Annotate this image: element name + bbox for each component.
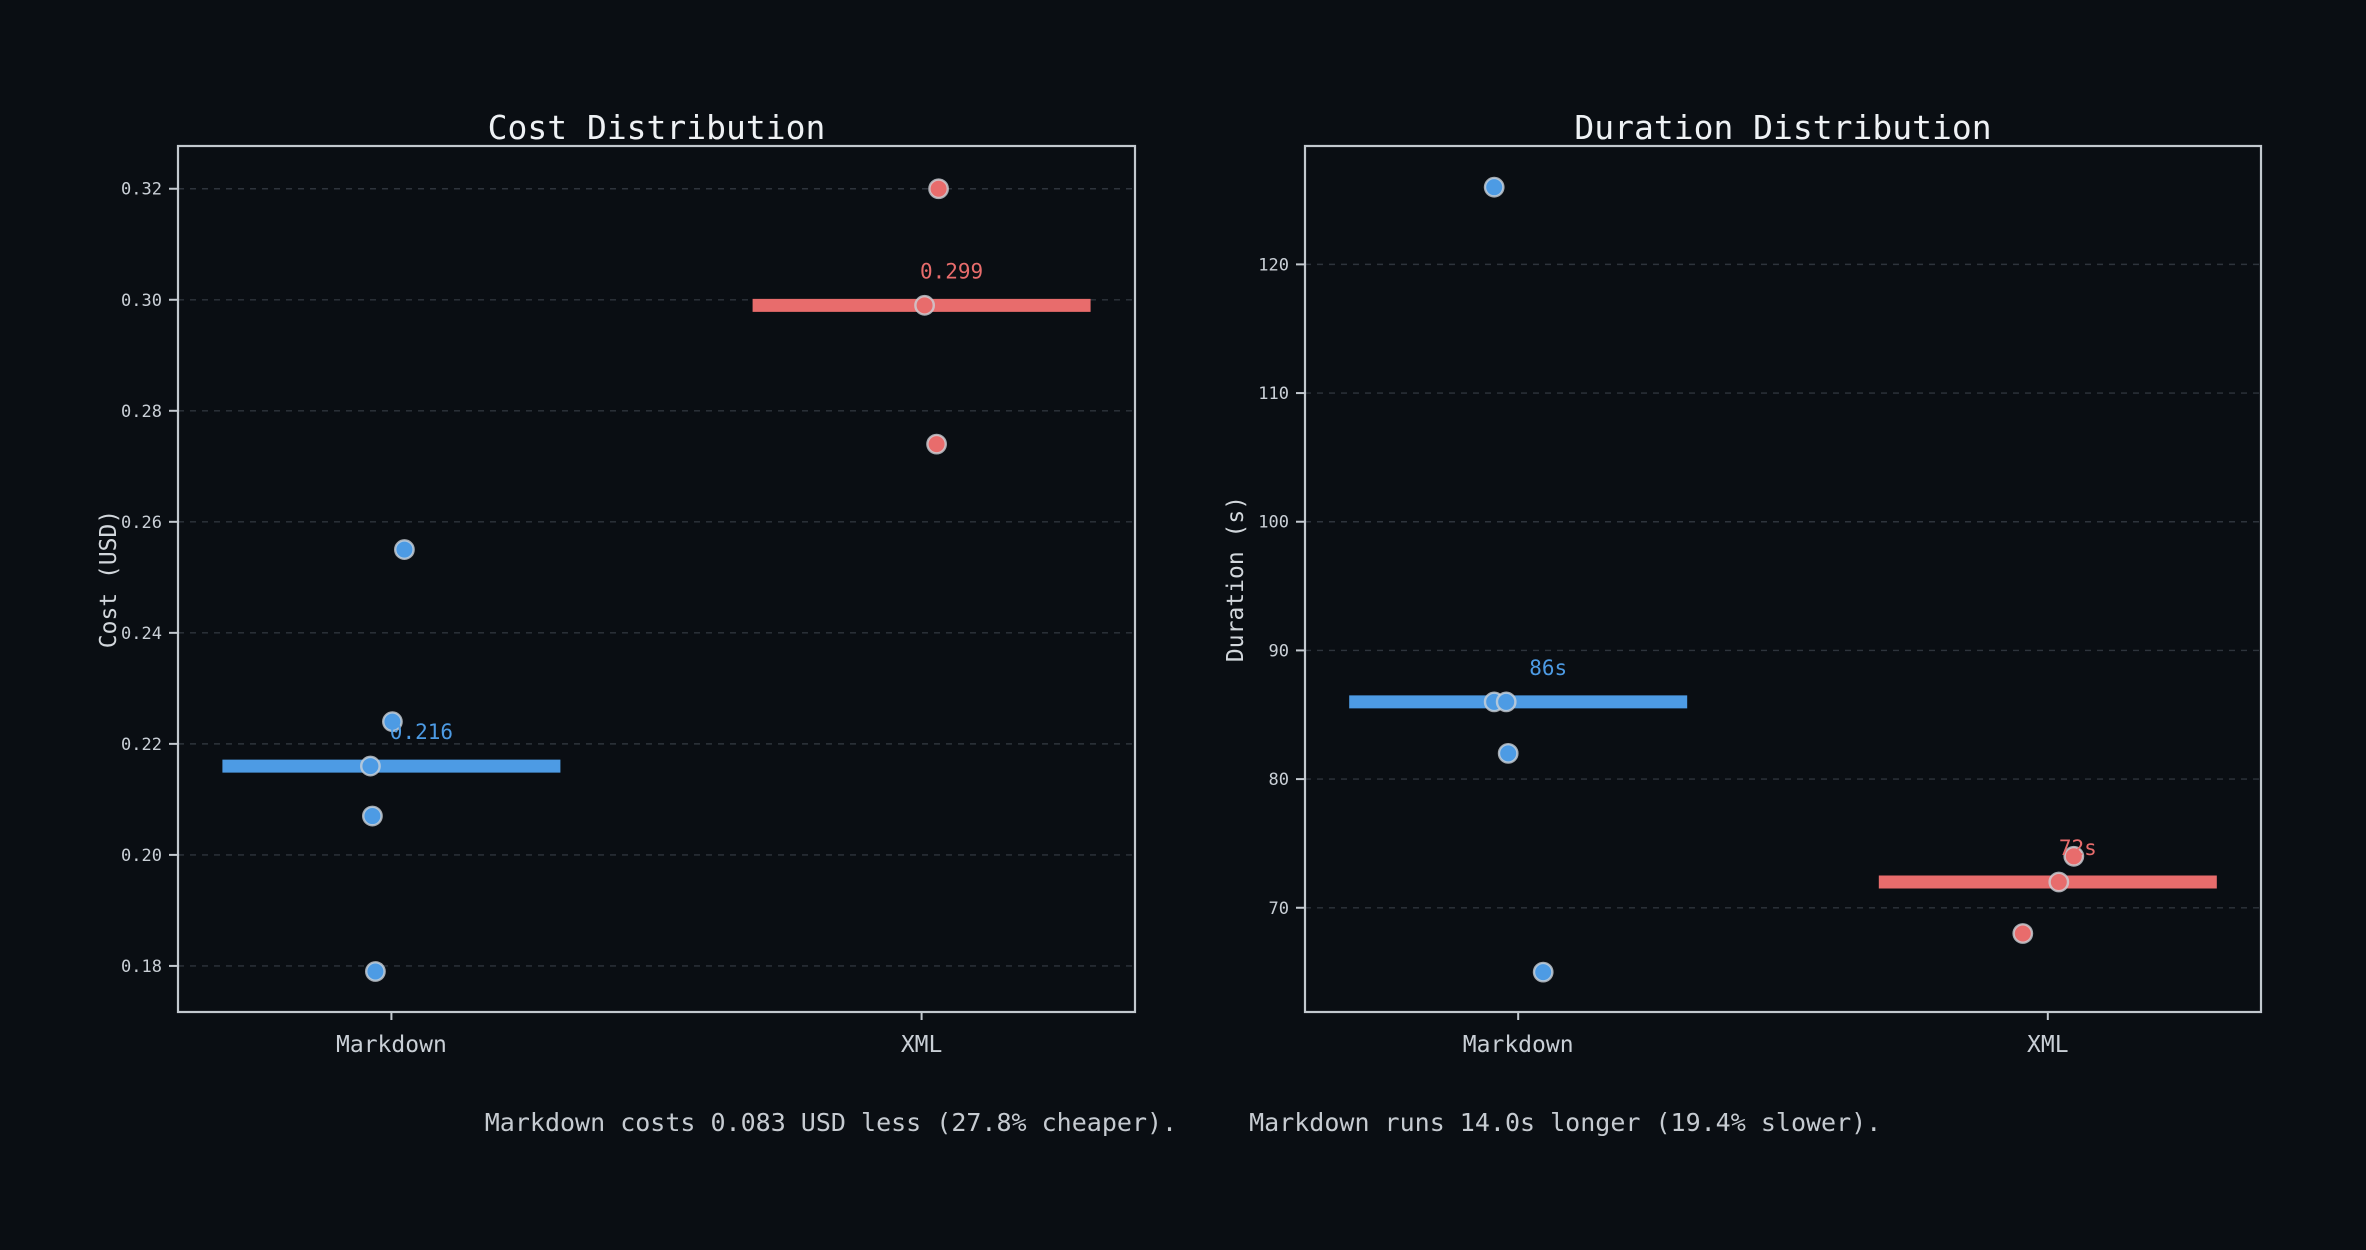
x-tick-label: Markdown [336, 1032, 447, 1058]
chart-1: 70 80 90 100 110 120 Markdown XML Duration (s) Du… [1223, 108, 2263, 1058]
chart-title: Duration Distribution [1574, 108, 1991, 147]
cost-summary-text: Markdown costs 0.083 USD less (27.8% che… [484, 1108, 1178, 1137]
scatter-point [382, 711, 403, 733]
median-label: 72s [2059, 836, 2097, 860]
scatter-point [926, 433, 947, 455]
scatter-point [362, 805, 383, 827]
y-tick-label: 0.20 [121, 846, 162, 866]
y-tick-label: 120 [1258, 255, 1289, 275]
y-tick-label: 80 [1269, 770, 1289, 790]
y-tick-label: 0.26 [121, 513, 162, 533]
y-tick-label: 110 [1258, 384, 1289, 404]
scatter-point [914, 294, 935, 316]
scatter-point [928, 178, 949, 200]
summary-annotations: Markdown costs 0.083 USD less (27.8% che… [0, 1108, 2366, 1138]
y-tick-label: 0.28 [121, 402, 162, 422]
scatter-point [2048, 871, 2070, 893]
median-label: 0.299 [920, 259, 983, 283]
x-tick-label: XML [2027, 1032, 2069, 1058]
y-tick-label: 90 [1269, 641, 1289, 661]
y-tick-label: 0.32 [121, 180, 162, 200]
scatter-point [360, 755, 381, 777]
y-tick-label: 0.30 [121, 291, 162, 311]
scatter-point [1495, 691, 1517, 713]
axes-spine [1303, 144, 2263, 1014]
y-tick-label: 100 [1258, 513, 1289, 533]
chart-0: 0.18 0.20 0.22 0.24 0.26 0.28 0.30 0.32 Markdown… [96, 108, 1137, 1058]
scatter-point [2063, 845, 2085, 867]
median-label: 0.216 [390, 720, 453, 744]
y-axis-label: Cost (USD) [96, 510, 122, 648]
median-label: 86s [1529, 656, 1567, 680]
y-tick-label: 70 [1269, 899, 1289, 919]
y-tick-label: 0.18 [121, 957, 162, 977]
y-tick-label: 0.22 [121, 735, 162, 755]
y-tick-label: 0.24 [121, 624, 162, 644]
axes-spine [176, 144, 1137, 1014]
chart-title: Cost Distribution [488, 108, 826, 147]
scatter-point [2012, 923, 2034, 944]
scatter-point [1532, 961, 1554, 983]
x-tick-label: XML [901, 1032, 943, 1058]
scatter-point [365, 961, 386, 982]
scatter-point [1483, 176, 1505, 198]
scatter-point [394, 539, 415, 560]
y-axis-label: Duration (s) [1223, 496, 1249, 662]
duration-summary-text: Markdown runs 14.0s longer (19.4% slower… [1249, 1108, 1882, 1137]
scatter-point [1497, 742, 1519, 764]
x-tick-label: Markdown [1463, 1032, 1574, 1058]
